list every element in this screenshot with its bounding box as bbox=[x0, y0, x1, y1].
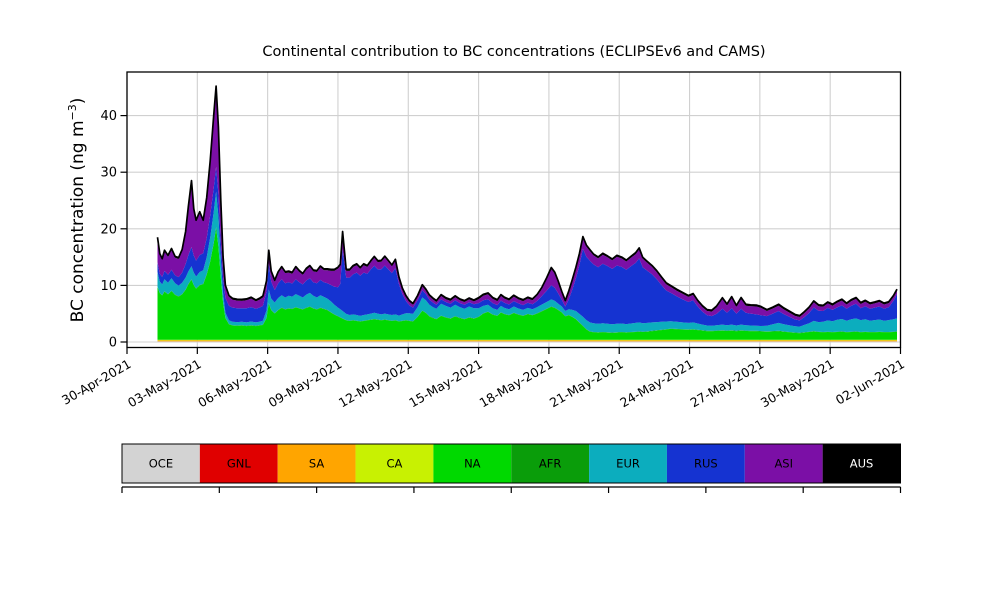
x-tick-label-2: 06-May-2021 bbox=[195, 356, 274, 410]
legend-label-SA: SA bbox=[309, 457, 325, 471]
chart-title: Continental contribution to BC concentra… bbox=[262, 44, 766, 60]
legend-swatch-AFR bbox=[511, 444, 590, 483]
legend-label-OCE: OCE bbox=[149, 457, 173, 471]
x-tick-label-10: 30-May-2021 bbox=[758, 356, 837, 410]
y-tick-label-40: 40 bbox=[100, 109, 117, 124]
legend-label-NA: NA bbox=[464, 457, 481, 471]
legend-swatch-SA bbox=[277, 444, 356, 483]
x-tick-label-8: 24-May-2021 bbox=[617, 356, 696, 410]
x-tick-label-9: 27-May-2021 bbox=[688, 356, 767, 410]
x-tick-label-11: 02-Jun-2021 bbox=[833, 356, 907, 407]
y-tick-label-0: 0 bbox=[109, 336, 117, 351]
x-tick-label-0: 30-Apr-2021 bbox=[59, 356, 133, 408]
area-NA bbox=[157, 227, 897, 340]
x-tick-label-3: 09-May-2021 bbox=[266, 356, 345, 410]
legend-swatch-GNL bbox=[199, 444, 278, 483]
area-RUS bbox=[157, 166, 897, 327]
legend-label-AFR: AFR bbox=[539, 457, 561, 471]
x-tick-label-4: 12-May-2021 bbox=[336, 356, 415, 410]
y-tick-label-10: 10 bbox=[100, 279, 117, 294]
legend-swatch-AUS bbox=[822, 444, 901, 483]
x-tick-label-5: 15-May-2021 bbox=[406, 356, 485, 410]
legend-label-ASI: ASI bbox=[774, 457, 793, 471]
legend-swatch-OCE bbox=[122, 444, 200, 483]
legend-label-CA: CA bbox=[387, 457, 403, 471]
area-SA bbox=[157, 340, 897, 342]
legend-swatch-ASI bbox=[744, 444, 823, 483]
legend-label-AUS: AUS bbox=[850, 457, 874, 471]
legend-label-GNL: GNL bbox=[227, 457, 252, 471]
legend-border bbox=[121, 443, 901, 484]
y-tick-label-20: 20 bbox=[100, 222, 117, 237]
legend-swatch-RUS bbox=[666, 444, 745, 483]
legend-swatch-NA bbox=[433, 444, 512, 483]
legend-swatch-CA bbox=[355, 444, 434, 483]
total-outline bbox=[156, 85, 898, 317]
area-OCE bbox=[157, 341, 897, 342]
plot-border bbox=[126, 71, 902, 349]
y-tick-label-30: 30 bbox=[100, 166, 117, 181]
x-tick-label-1: 03-May-2021 bbox=[125, 356, 204, 410]
x-tick-label-7: 21-May-2021 bbox=[547, 356, 626, 410]
area-CA bbox=[157, 339, 897, 341]
legend-label-EUR: EUR bbox=[616, 457, 640, 471]
legend-swatch-EUR bbox=[589, 444, 667, 483]
legend-label-RUS: RUS bbox=[694, 457, 718, 471]
x-tick-label-6: 18-May-2021 bbox=[477, 356, 556, 410]
